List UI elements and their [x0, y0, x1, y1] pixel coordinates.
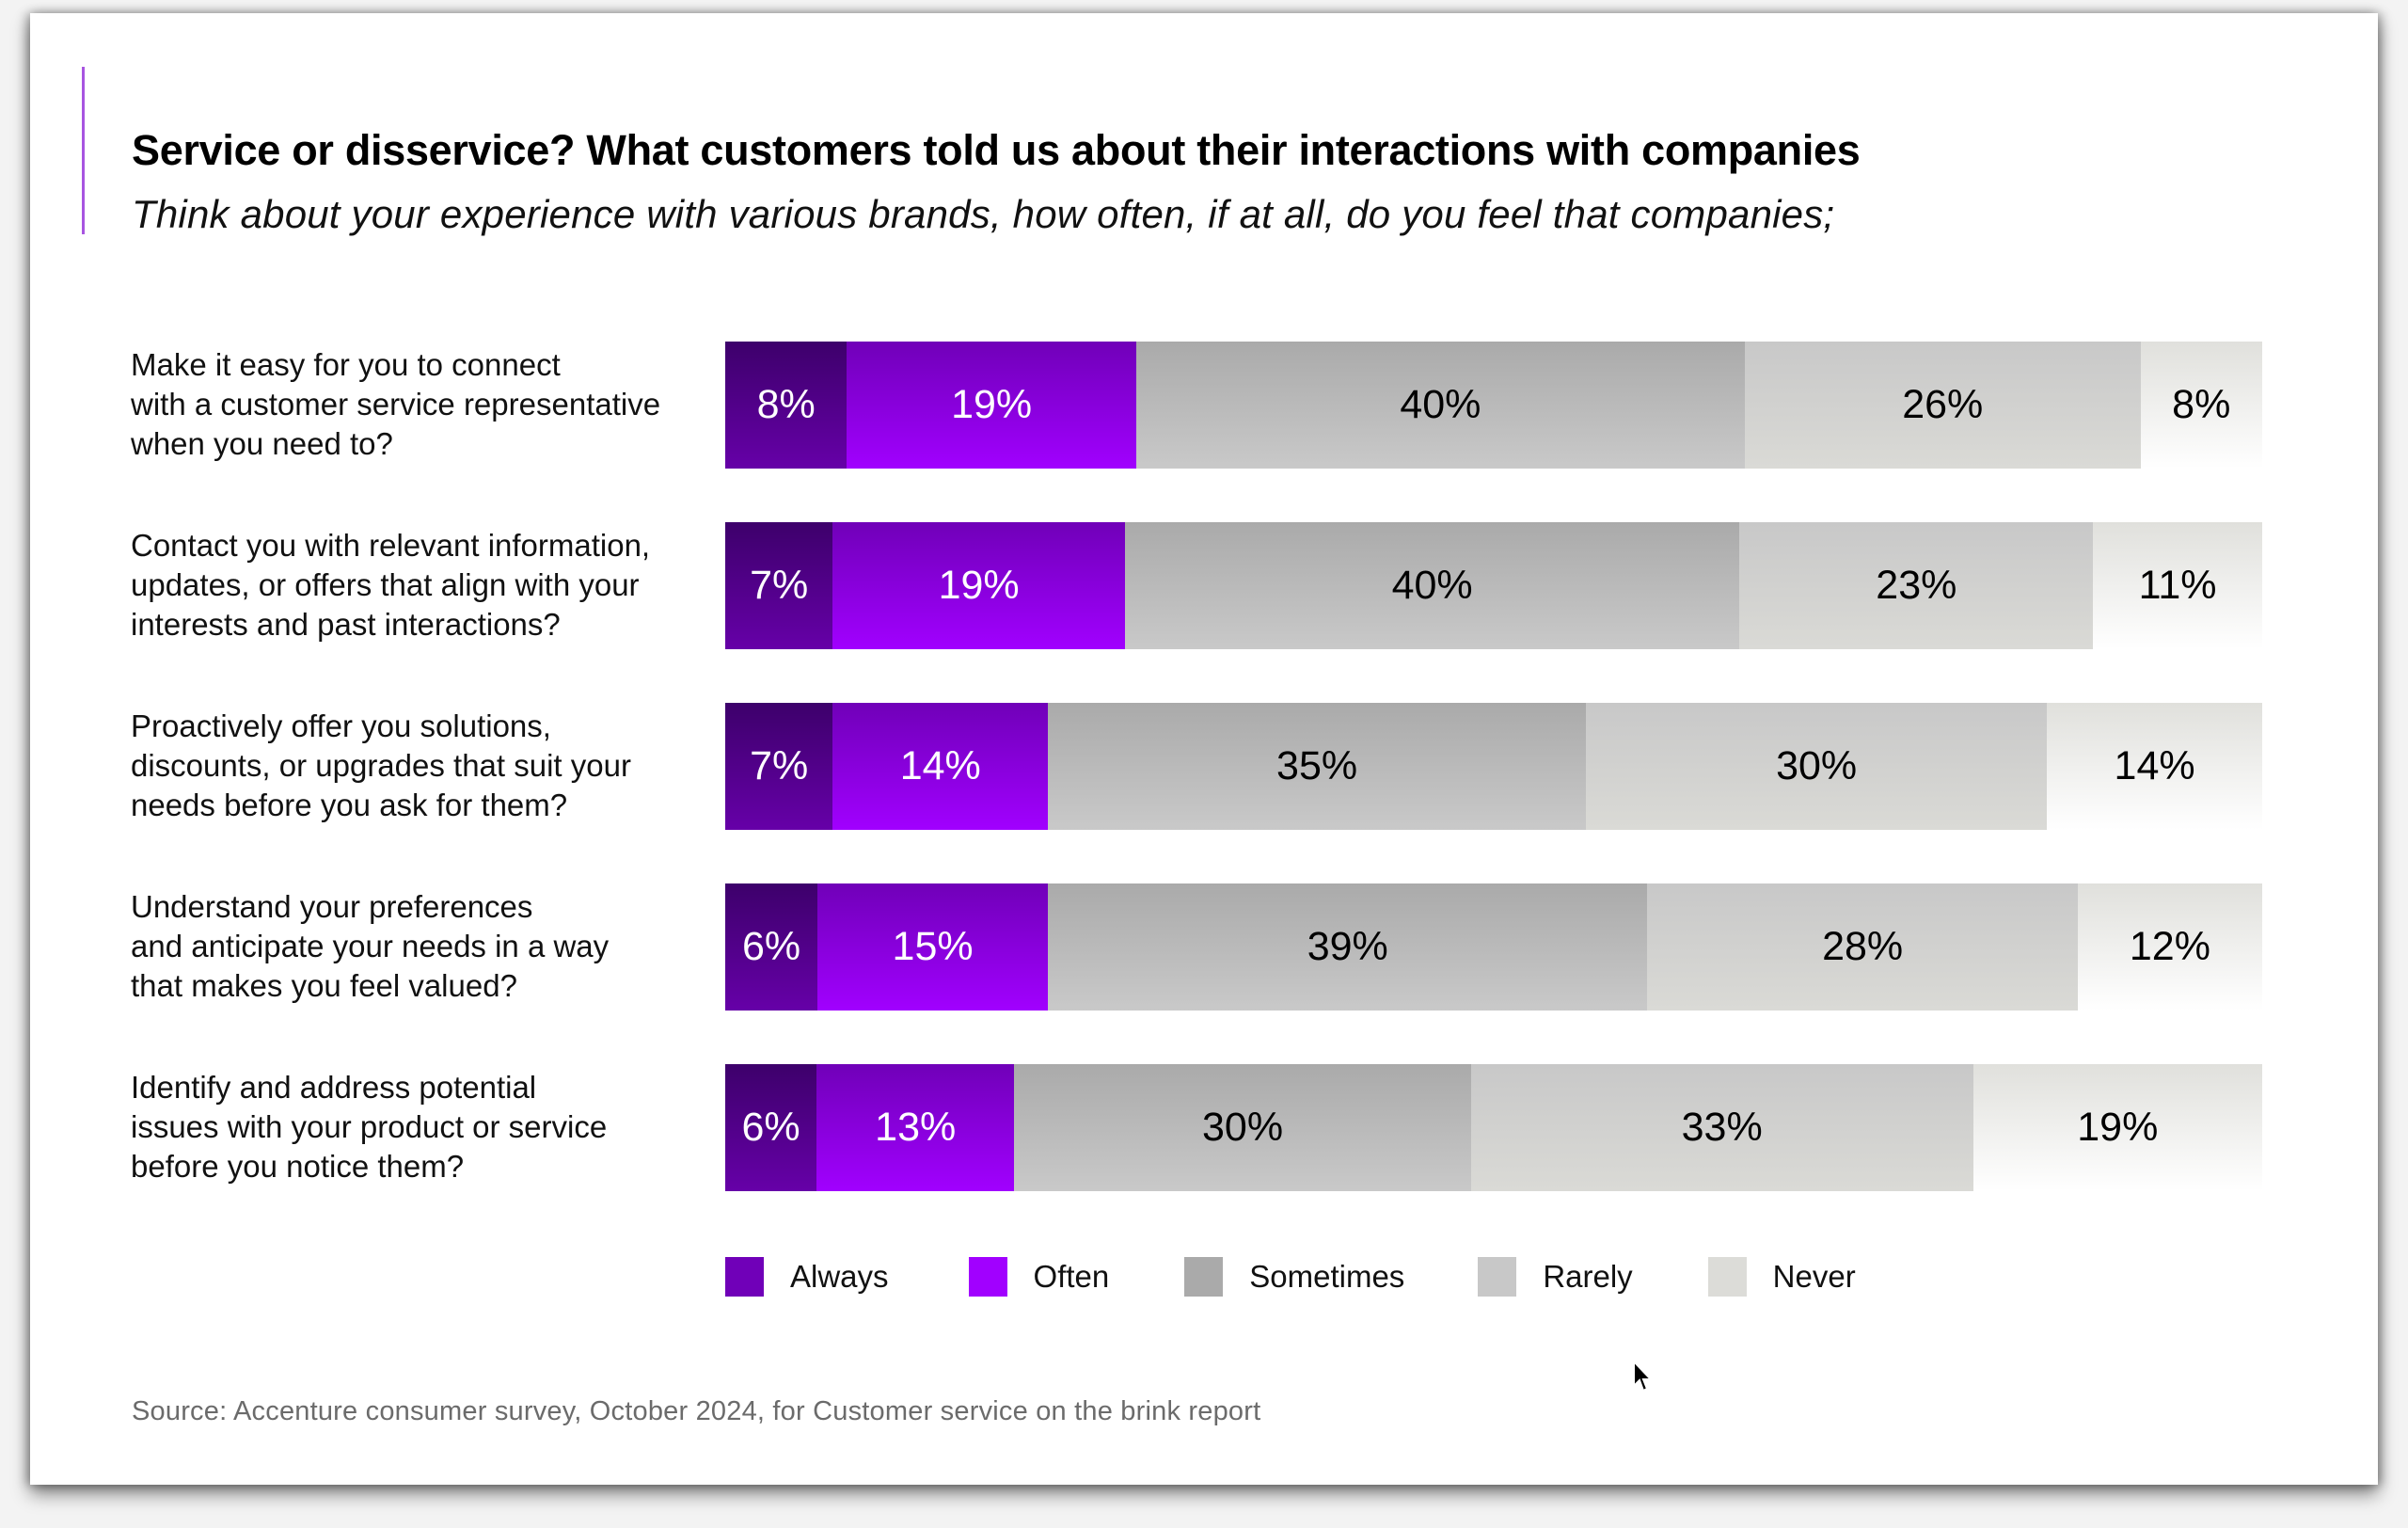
stacked-bar: 7% 19% 40% 23% 11% [725, 522, 2262, 649]
legend-swatch-often [968, 1257, 1007, 1297]
data-label: 35% [1276, 743, 1358, 788]
legend-label: Sometimes [1249, 1259, 1405, 1294]
bar-segment-often: 19% [847, 342, 1136, 469]
row-label: Understand your preferences and anticipat… [131, 887, 733, 1006]
bar-segment-often: 13% [816, 1064, 1015, 1191]
bar-segment-sometimes: 40% [1124, 522, 1740, 649]
data-label: 7% [750, 563, 809, 608]
row-label-line: with a customer service representative [131, 387, 661, 422]
data-label: 19% [938, 563, 1020, 608]
bar-segment-often: 19% [832, 522, 1125, 649]
legend-label: Often [1033, 1259, 1110, 1294]
legend-label: Never [1772, 1259, 1856, 1294]
bar-segment-never: 12% [2077, 883, 2262, 1011]
row-label-line: Proactively offer you solutions, [131, 708, 551, 743]
data-label: 40% [1391, 563, 1473, 608]
row-label-line: that makes you feel valued? [131, 968, 517, 1003]
data-label: 40% [1400, 382, 1481, 427]
accent-line [82, 67, 85, 234]
row-label-line: Understand your preferences [131, 889, 533, 924]
legend-swatch-never [1707, 1257, 1747, 1297]
data-label: 13% [875, 1105, 957, 1150]
data-label: 14% [2114, 743, 2195, 788]
legend-item-never: Never [1707, 1257, 1856, 1297]
bar-segment-always: 8% [725, 342, 848, 469]
bar-segment-rarely: 30% [1586, 703, 2048, 830]
row-label-line: Make it easy for you to connect [131, 347, 561, 382]
row-label-line: and anticipate your needs in a way [131, 929, 610, 963]
data-label: 39% [1307, 924, 1388, 969]
bar-segment-sometimes: 40% [1135, 342, 1745, 469]
bar-segment-always: 6% [725, 883, 818, 1011]
data-label: 30% [1202, 1105, 1284, 1150]
data-label: 30% [1776, 743, 1858, 788]
row-label-line: interests and past interactions? [131, 607, 561, 642]
data-label: 26% [1902, 382, 1984, 427]
legend-item-always: Always [725, 1257, 889, 1297]
chart-title: Service or disservice? What customers to… [132, 126, 1861, 174]
legend-swatch-sometimes [1184, 1257, 1224, 1297]
legend-item-often: Often [968, 1257, 1110, 1297]
legend-swatch-rarely [1478, 1257, 1517, 1297]
row-label-line: when you need to? [131, 426, 393, 461]
bar-segment-sometimes: 30% [1014, 1064, 1471, 1191]
data-label: 14% [899, 743, 981, 788]
stacked-bar: 6% 13% 30% 33% 19% [725, 1064, 2262, 1191]
bar-segment-rarely: 23% [1739, 522, 2094, 649]
row-label-line: issues with your product or service [131, 1109, 608, 1144]
legend: Always Often Sometimes Rarely Never [725, 1257, 1856, 1297]
bar-segment-never: 19% [1972, 1064, 2262, 1191]
chart-card: Service or disservice? What customers to… [30, 13, 2378, 1485]
legend-swatch-always [725, 1257, 764, 1297]
row-label-line: discounts, or upgrades that suit your [131, 748, 631, 783]
source-note: Source: Accenture consumer survey, Octob… [132, 1396, 1261, 1426]
stacked-bar: 6% 15% 39% 28% 12% [725, 883, 2262, 1011]
bar-segment-sometimes: 39% [1048, 883, 1648, 1011]
row-label-line: Identify and address potential [131, 1070, 537, 1105]
bar-segment-often: 15% [817, 883, 1049, 1011]
row-label: Identify and address potential issues wit… [131, 1068, 733, 1186]
stacked-bar: 7% 14% 35% 30% 14% [725, 703, 2262, 830]
legend-item-sometimes: Sometimes [1184, 1257, 1404, 1297]
stacked-bar: 8% 19% 40% 26% 8% [725, 342, 2262, 469]
chart-subtitle: Think about your experience with various… [132, 192, 1835, 236]
data-label: 19% [2077, 1105, 2159, 1150]
bar-segment-rarely: 28% [1647, 883, 2078, 1011]
data-label: 19% [951, 382, 1033, 427]
bar-segment-always: 6% [725, 1064, 817, 1191]
bar-segment-always: 7% [725, 703, 833, 830]
legend-label: Rarely [1543, 1259, 1633, 1294]
bar-segment-never: 8% [2140, 342, 2262, 469]
data-label: 6% [741, 1105, 800, 1150]
bar-segment-never: 11% [2093, 522, 2262, 649]
row-label: Proactively offer you solutions, discount… [131, 707, 733, 825]
data-label: 7% [750, 743, 809, 788]
data-label: 6% [741, 924, 801, 969]
data-label: 8% [756, 382, 816, 427]
bar-segment-often: 14% [832, 703, 1049, 830]
data-label: 11% [2138, 563, 2217, 608]
row-label-line: before you notice them? [131, 1149, 465, 1184]
data-label: 33% [1681, 1105, 1763, 1150]
legend-item-rarely: Rarely [1478, 1257, 1633, 1297]
bar-segment-rarely: 33% [1470, 1064, 1973, 1191]
row-label: Contact you with relevant information, up… [131, 526, 733, 645]
row-label-line: Contact you with relevant information, [131, 528, 651, 563]
data-label: 23% [1876, 563, 1957, 608]
bar-segment-rarely: 26% [1744, 342, 2141, 469]
bar-segment-never: 14% [2047, 703, 2262, 830]
legend-label: Always [790, 1259, 889, 1294]
data-label: 8% [2172, 382, 2231, 427]
row-label: Make it easy for you to connect with a cu… [131, 345, 733, 464]
data-label: 15% [892, 924, 974, 969]
data-label: 28% [1822, 924, 1904, 969]
row-label-line: needs before you ask for them? [131, 788, 568, 822]
row-label-line: updates, or offers that align with your [131, 567, 640, 602]
bar-segment-always: 7% [725, 522, 833, 649]
bar-segment-sometimes: 35% [1048, 703, 1587, 830]
data-label: 12% [2129, 924, 2210, 969]
mouse-cursor-icon [1633, 1360, 1654, 1393]
